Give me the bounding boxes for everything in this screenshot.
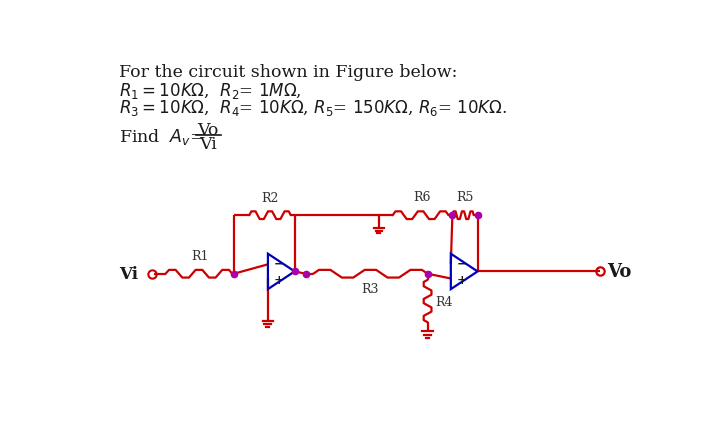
Text: Vi: Vi — [119, 266, 138, 283]
Text: Find  $A_v$=: Find $A_v$= — [119, 126, 204, 147]
Text: R5: R5 — [456, 191, 474, 204]
Text: Vo: Vo — [608, 263, 632, 281]
Text: For the circuit shown in Figure below:: For the circuit shown in Figure below: — [119, 64, 458, 81]
Text: R3: R3 — [362, 283, 379, 296]
Text: $R_3 = 10K\Omega$,  $R_4$= $10K\Omega$, $R_5$= $150K\Omega$, $R_6$= $10K\Omega$.: $R_3 = 10K\Omega$, $R_4$= $10K\Omega$, $… — [119, 98, 508, 118]
Text: R2: R2 — [261, 192, 278, 205]
Text: R4: R4 — [435, 297, 453, 310]
Text: R6: R6 — [413, 191, 431, 204]
Text: Vi: Vi — [200, 136, 217, 153]
Text: R1: R1 — [191, 250, 209, 263]
Text: +: + — [456, 274, 467, 287]
Text: −: − — [456, 258, 467, 271]
Text: −: − — [274, 258, 284, 271]
Text: Vo: Vo — [197, 122, 219, 139]
Text: $R_1 = 10K\Omega$,  $R_2$= $1M\Omega$,: $R_1 = 10K\Omega$, $R_2$= $1M\Omega$, — [119, 81, 302, 101]
Text: +: + — [274, 274, 284, 287]
